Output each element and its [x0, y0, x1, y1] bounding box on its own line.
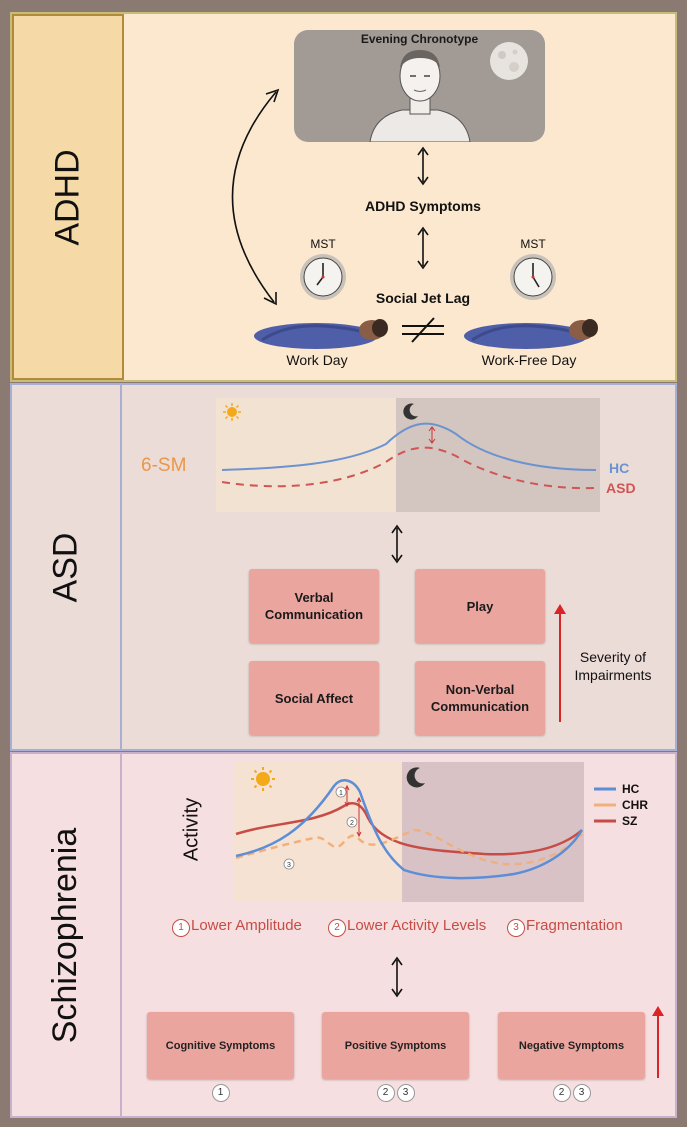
asd-label-column: ASD [12, 385, 122, 749]
sun-icon [223, 403, 241, 421]
asd-legend-hc: HC [609, 460, 630, 476]
work-free-day-label: Work-Free Day [481, 352, 577, 368]
feature-num-3: 3 [507, 919, 525, 937]
feature-num-1: 1 [172, 919, 190, 937]
sz-severity-up-arrow [652, 1006, 664, 1078]
clock-right-icon [510, 254, 556, 300]
schizophrenia-label-column: Schizophrenia [12, 754, 122, 1116]
work-day-label: Work Day [286, 352, 348, 368]
cognitive-refs: 1 [147, 1082, 294, 1102]
feature-lower-amplitude: 1 Lower Amplitude [171, 917, 302, 937]
schizophrenia-title: Schizophrenia [46, 827, 85, 1043]
asd-metric-label: 6-SM [141, 455, 187, 476]
mst-right-label: MST [520, 237, 546, 251]
asd-title: ASD [46, 532, 85, 602]
sleeping-person-right-icon [464, 319, 598, 349]
play-box: Play [415, 569, 545, 643]
social-affect-box: Social Affect [249, 661, 379, 735]
mst-left-label: MST [310, 237, 336, 251]
sz-y-axis-label: Activity [180, 797, 203, 862]
severity-label: Severity of Impairments [574, 649, 652, 683]
asd-asd-curve [221, 446, 597, 490]
hc-curve [235, 779, 584, 880]
sz-legend-swatches [594, 787, 616, 823]
sz-legend-chr: CHR [622, 798, 648, 812]
adhd-symptoms-label: ADHD Symptoms [365, 198, 481, 214]
sz-features-boxes-arrow [391, 956, 403, 998]
chronotype-label: Evening Chronotype [360, 32, 479, 46]
verbal-communication-box: Verbal Communication [249, 569, 379, 643]
adhd-title: ADHD [48, 148, 87, 246]
cognitive-symptoms-box: Cognitive Symptoms [147, 1012, 294, 1079]
asd-legend-asd: ASD [606, 480, 636, 496]
man-portrait-icon [369, 50, 471, 142]
sleeping-person-left-icon [254, 319, 388, 349]
clock-left-icon [300, 254, 346, 300]
sz-legend-sz: SZ [622, 814, 638, 828]
chronotype-symptoms-arrow [417, 146, 429, 186]
social-jet-lag-label: Social Jet Lag [375, 290, 471, 306]
sz-sun-icon [251, 767, 275, 791]
feature-fragmentation: 3 Fragmentation [506, 917, 623, 937]
adhd-label-column: ADHD [12, 14, 124, 380]
feature-lower-activity: 2 Lower Activity Levels [327, 917, 486, 937]
curved-double-arrow [231, 88, 280, 306]
negative-symptoms-box: Negative Symptoms [498, 1012, 645, 1079]
sz-moon-icon [406, 767, 425, 788]
symptoms-jetlag-arrow [417, 226, 429, 270]
svg-text:3: 3 [287, 862, 291, 869]
sz-legend-hc: HC [622, 782, 640, 796]
not-equal-icon [402, 317, 444, 343]
svg-text:1: 1 [339, 790, 343, 797]
asd-chart-boxes-arrow [391, 524, 403, 564]
positive-symptoms-box: Positive Symptoms [322, 1012, 469, 1079]
moon-crescent-icon [403, 403, 418, 420]
moon-icon [490, 42, 528, 80]
severity-up-arrow [554, 604, 566, 722]
chr-curve [235, 828, 583, 866]
asd-rhythm-chart [216, 398, 600, 512]
svg-text:2: 2 [350, 820, 354, 827]
feature-num-2: 2 [328, 919, 346, 937]
asd-hc-curve [221, 422, 597, 471]
non-verbal-communication-box: Non-Verbal Communication [415, 661, 545, 735]
